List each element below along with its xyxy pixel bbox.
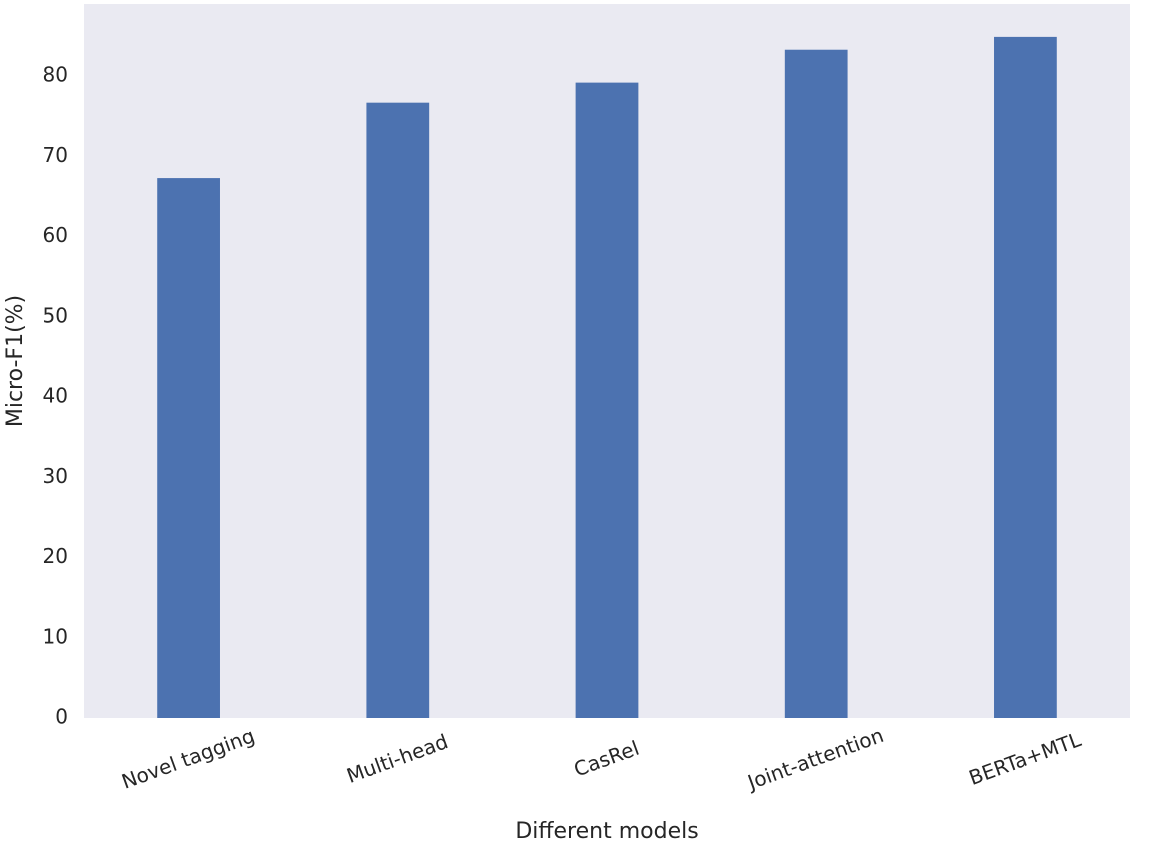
y-tick-label: 20 xyxy=(43,544,68,568)
y-axis-label: Micro-F1(%) xyxy=(3,295,28,427)
x-tick-label: CasRel xyxy=(571,736,643,782)
bar-casrel xyxy=(575,82,639,718)
bar-novel-tagging xyxy=(157,178,220,718)
x-axis-ticks: Novel tagging Multi-head CasRel Joint-atten… xyxy=(118,723,1085,795)
y-tick-label: 30 xyxy=(43,464,68,488)
x-tick-label: Multi-head xyxy=(343,729,451,788)
y-tick-label: 0 xyxy=(55,705,68,729)
bar-multi-head xyxy=(366,102,430,719)
y-tick-label: 80 xyxy=(43,63,68,87)
bar-joint-attention xyxy=(784,49,848,718)
y-tick-label: 10 xyxy=(43,624,68,648)
y-axis-ticks: 0 10 20 30 40 50 60 70 80 xyxy=(43,63,68,729)
y-tick-label: 40 xyxy=(43,384,68,408)
y-tick-label: 60 xyxy=(43,223,68,247)
y-tick-label: 50 xyxy=(43,303,68,327)
x-tick-label: Novel tagging xyxy=(118,723,257,793)
y-tick-label: 70 xyxy=(43,143,68,167)
x-tick-label: BERTa+MTL xyxy=(966,727,1085,790)
bars-group xyxy=(157,36,1057,719)
x-tick-label: Joint-attention xyxy=(743,723,887,795)
bar-berta-mtl xyxy=(994,36,1057,718)
x-axis-label: Different models xyxy=(515,819,698,844)
